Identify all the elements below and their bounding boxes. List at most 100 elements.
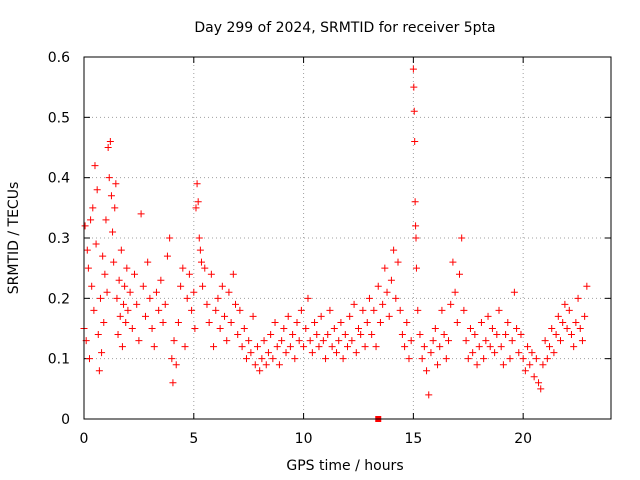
data-point (515, 349, 523, 357)
data-point (284, 312, 292, 320)
data-point (412, 234, 420, 242)
data-point (278, 337, 286, 345)
data-point (109, 228, 117, 236)
data-point (238, 343, 246, 351)
data-point (398, 331, 406, 339)
data-point (352, 349, 360, 357)
data-point (554, 312, 562, 320)
data-point (407, 337, 415, 345)
data-point (131, 270, 139, 278)
data-point (91, 162, 99, 170)
data-point (159, 318, 167, 326)
data-point (486, 343, 494, 351)
data-point (410, 83, 418, 91)
data-point (324, 331, 332, 339)
data-point (114, 331, 122, 339)
data-point (552, 331, 560, 339)
data-point (155, 306, 163, 314)
data-point (502, 331, 510, 339)
data-point (519, 355, 527, 363)
data-point (227, 318, 235, 326)
data-point (141, 312, 149, 320)
data-point (471, 331, 479, 339)
data-point (112, 180, 120, 188)
data-point (96, 294, 104, 302)
y-tick-label: 0.3 (48, 231, 70, 247)
y-axis-label: SRMTID / TECUs (6, 182, 22, 295)
data-point (379, 300, 387, 308)
data-point (361, 343, 369, 351)
data-point (458, 234, 466, 242)
data-point (201, 264, 209, 272)
data-point (354, 325, 362, 332)
y-tick-label: 0.1 (48, 352, 70, 368)
data-point (282, 349, 290, 357)
data-point (409, 65, 417, 73)
y-tick-label: 0 (61, 412, 70, 428)
data-point (497, 343, 505, 351)
axis-ticks: 0 5 10 15 20 0 0.1 0.2 0.3 0.4 0.5 0.6 (48, 50, 611, 447)
data-point (385, 312, 393, 320)
x-tick-label: 5 (189, 431, 198, 447)
x-tick-label: 20 (514, 431, 532, 447)
data-point (583, 282, 591, 290)
data-point (100, 318, 108, 326)
data-point (177, 282, 185, 290)
data-point (405, 355, 413, 363)
data-point (387, 276, 395, 284)
data-point (193, 180, 201, 188)
data-point (146, 294, 154, 302)
data-point (317, 312, 325, 320)
data-point (396, 306, 404, 314)
data-point (556, 337, 564, 345)
data-point (429, 337, 437, 345)
data-point (181, 343, 189, 351)
data-point (135, 337, 143, 345)
data-point (242, 355, 250, 363)
data-point (88, 282, 96, 290)
data-point (214, 294, 222, 302)
data-point (311, 318, 319, 326)
data-point (390, 246, 398, 254)
data-point (455, 270, 463, 278)
data-point (363, 318, 371, 326)
data-point (84, 264, 92, 272)
data-point (418, 355, 426, 363)
data-point (477, 318, 485, 326)
data-point (223, 337, 231, 345)
data-point (83, 246, 91, 254)
data-point (453, 318, 461, 326)
data-point (152, 288, 160, 296)
data-point (414, 306, 422, 314)
data-point (423, 367, 431, 375)
data-point (105, 174, 113, 182)
data-point (256, 367, 264, 375)
data-point (126, 288, 134, 296)
data-point (98, 349, 106, 357)
data-point (116, 312, 124, 320)
data-point (103, 288, 111, 296)
data-point (561, 300, 569, 308)
data-point (232, 300, 240, 308)
data-point (286, 343, 294, 351)
data-point (95, 367, 103, 375)
data-point (185, 270, 193, 278)
data-point (578, 337, 586, 345)
data-point (90, 306, 98, 314)
data-points (80, 65, 591, 422)
data-point (139, 282, 147, 290)
data-point (99, 252, 107, 260)
data-point (124, 306, 132, 314)
data-point (392, 294, 400, 302)
data-point (546, 343, 554, 351)
data-point (445, 337, 453, 345)
data-point (207, 270, 215, 278)
data-point (550, 349, 558, 357)
data-point (225, 288, 233, 296)
data-point (199, 282, 207, 290)
data-point (548, 325, 556, 332)
data-point (572, 318, 580, 326)
data-point (337, 318, 345, 326)
data-point (179, 264, 187, 272)
